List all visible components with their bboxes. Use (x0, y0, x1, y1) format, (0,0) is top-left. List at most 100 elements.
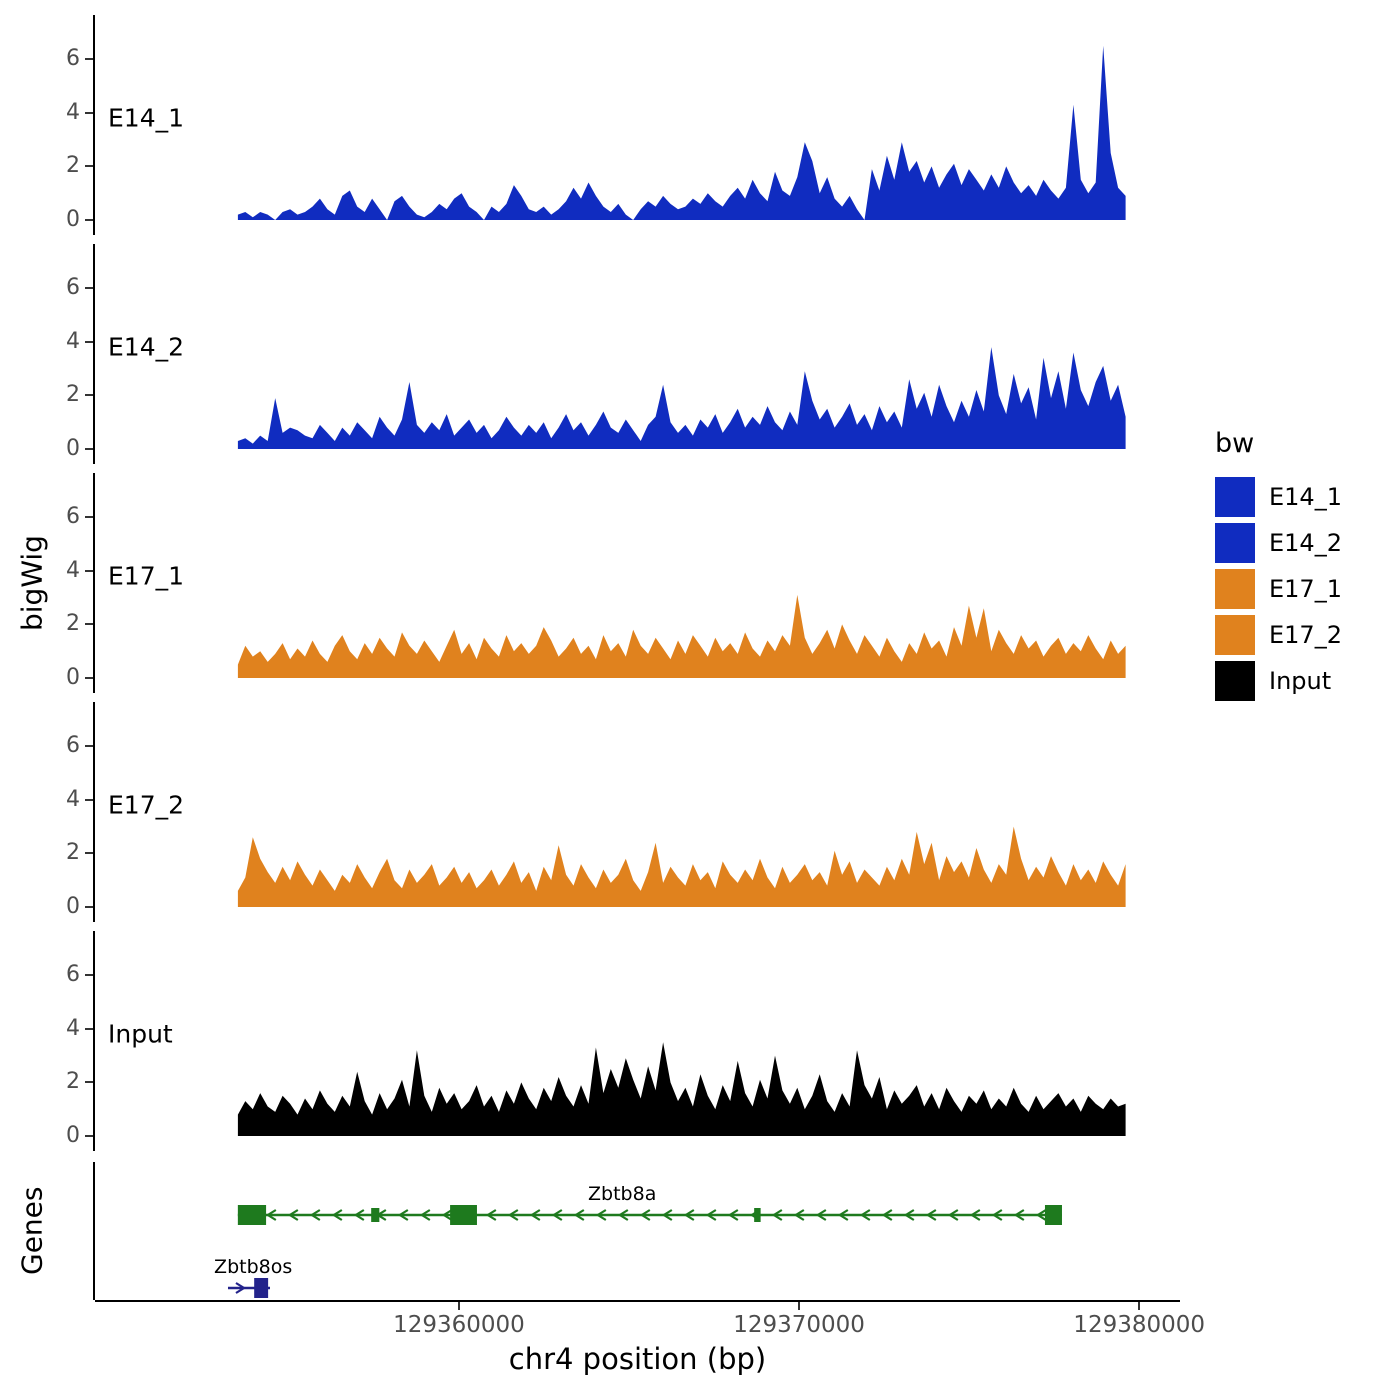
strand-arrow-icon (617, 1209, 629, 1221)
y-tick-label: 2 (66, 840, 80, 866)
strand-arrow-icon (881, 1209, 893, 1221)
legend-key-swatch (1215, 523, 1255, 563)
strand-arrow-icon (771, 1209, 783, 1221)
strand-arrow-icon (595, 1209, 607, 1221)
y-tick-mark (85, 1027, 93, 1030)
track-panel-e17-2: 0 2 4 6 E17_2 (0, 702, 1180, 922)
y-tick-label: 0 (66, 665, 80, 690)
strand-arrow-icon (947, 1209, 959, 1221)
y-tick-label: 6 (66, 504, 80, 530)
y-tick-label: 4 (66, 99, 80, 125)
y-tick-mark (85, 219, 93, 221)
y-tick-label: 2 (66, 382, 80, 408)
strand-arrow-icon (925, 1209, 937, 1221)
strand-arrow-icon (793, 1209, 805, 1221)
strand-arrow-icon (815, 1209, 827, 1221)
y-tick-mark (85, 569, 93, 572)
strand-arrow-icon (529, 1209, 541, 1221)
y-tick-label: 4 (66, 786, 80, 812)
x-tick-label: 129380000 (1073, 1312, 1206, 1338)
coverage-area (237, 45, 1126, 221)
y-tick-label: 6 (66, 962, 80, 988)
y-tick-label: 4 (66, 328, 80, 354)
strand-arrow-icon (859, 1209, 871, 1221)
strand-arrow-icon (683, 1209, 695, 1221)
track-panel-e17-1: 0 2 4 6 E17_1 (0, 473, 1180, 693)
legend-label: E17_2 (1269, 621, 1342, 649)
y-axis-line (93, 1162, 95, 1300)
legend-label: E14_1 (1269, 483, 1342, 511)
legend-items: E14_1 E14_2 E17_1 E17_2 Input (1215, 477, 1342, 701)
y-tick-mark (85, 516, 93, 519)
coverage-polygon (237, 347, 1126, 449)
y-tick-label: 2 (66, 611, 80, 637)
gene-exon (254, 1278, 269, 1298)
strand-arrow-icon (661, 1209, 673, 1221)
gene-models: Zbtb8a Zbtb8os (214, 1183, 1062, 1298)
legend-title: bw (1215, 428, 1255, 459)
strand-arrow-icon (353, 1209, 365, 1221)
coverage-polygon (237, 826, 1126, 907)
track-label: Input (108, 1019, 173, 1049)
track-label: E14_1 (108, 103, 185, 133)
strand-arrow-icon (1013, 1209, 1025, 1221)
coverage-polygon (237, 45, 1126, 221)
y-tick-label: 6 (66, 275, 80, 301)
y-tick-label: 4 (66, 557, 80, 583)
x-tick-label: 129370000 (733, 1312, 865, 1338)
strand-arrow-icon (331, 1209, 343, 1221)
coverage-polygon (237, 594, 1126, 678)
strand-arrow-icon (309, 1209, 321, 1221)
coverage-polygon (237, 1042, 1126, 1136)
y-tick-mark (85, 623, 93, 626)
x-tick-label: 129360000 (393, 1312, 525, 1338)
gene-exon (371, 1208, 380, 1222)
y-tick-label: 6 (66, 733, 80, 759)
gene-exon (754, 1208, 761, 1222)
track-panel-e14-2: 0 2 4 6 E14_2 (0, 244, 1180, 464)
x-axis-title: chr4 position (bp) (508, 1342, 767, 1376)
x-axis-line (95, 1300, 1180, 1302)
track-panel-e14-1: 0 2 4 6 E14_1 (0, 15, 1180, 235)
y-tick-label: 4 (66, 1015, 80, 1041)
strand-arrow-icon (235, 1282, 247, 1294)
strand-arrow-icon (837, 1209, 849, 1221)
y-axis-line (93, 473, 95, 693)
legend-label: E14_2 (1269, 529, 1342, 557)
coverage-area (237, 594, 1126, 678)
coverage-area (237, 347, 1126, 449)
y-tick-mark (85, 974, 93, 977)
gene-label: Zbtb8os (214, 1256, 292, 1278)
legend-label: Input (1269, 667, 1332, 695)
y-tick-label: 2 (66, 153, 80, 179)
legend-item: E14_1 (1215, 477, 1342, 517)
y-tick-mark (85, 798, 93, 801)
y-tick-mark (85, 1135, 93, 1137)
strand-arrow-icon (507, 1209, 519, 1221)
track-label: E17_2 (108, 790, 185, 820)
strand-arrow-icon (991, 1209, 1003, 1221)
strand-arrow-icon (903, 1209, 915, 1221)
strand-arrow-icon (397, 1209, 409, 1221)
x-tick-mark (457, 1302, 460, 1310)
coverage-area (237, 826, 1126, 907)
legend-item: E17_2 (1215, 615, 1342, 655)
strand-arrow-icon (287, 1209, 299, 1221)
legend-key-swatch (1215, 569, 1255, 609)
strand-arrow-icon (551, 1209, 563, 1221)
y-tick-mark (85, 111, 93, 114)
y-tick-mark (85, 677, 93, 679)
legend-label: E17_1 (1269, 575, 1342, 603)
legend-item: Input (1215, 661, 1342, 701)
coverage-area (237, 1042, 1126, 1136)
strand-arrow-icon (419, 1209, 431, 1221)
y-tick-label: 2 (66, 1069, 80, 1095)
y-axis-line (93, 702, 95, 922)
strand-arrow-icon (727, 1209, 739, 1221)
track-panel-input: 0 2 4 6 Input (0, 931, 1180, 1151)
track-label: E14_2 (108, 332, 185, 362)
legend-key-swatch (1215, 477, 1255, 517)
legend-item: E14_2 (1215, 523, 1342, 563)
legend-key-swatch (1215, 661, 1255, 701)
